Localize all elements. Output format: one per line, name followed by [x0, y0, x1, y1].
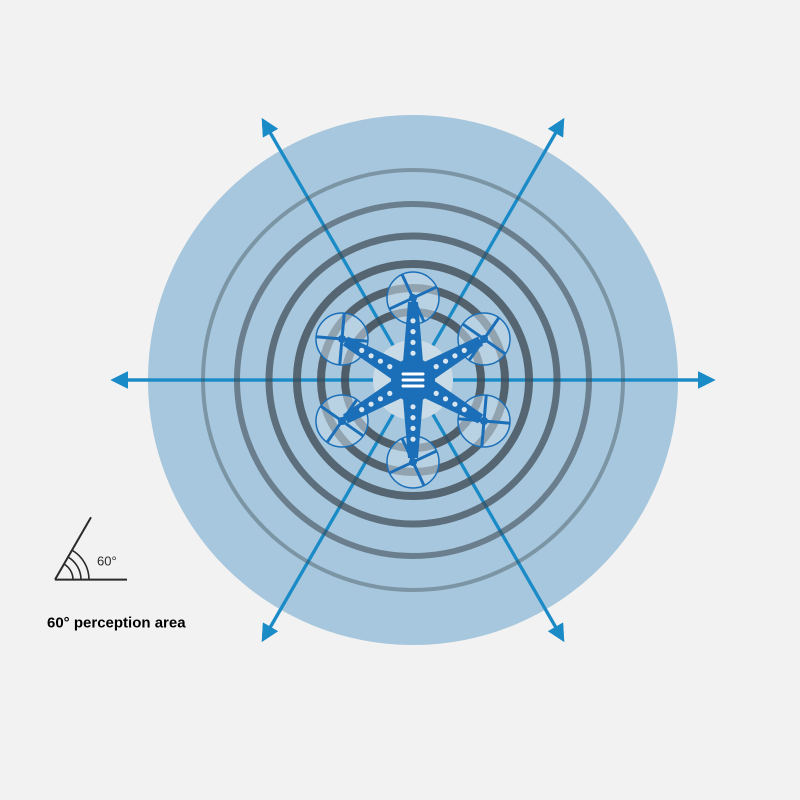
- rotor-hub: [338, 335, 346, 343]
- arm-hole: [462, 348, 467, 353]
- arm-hole: [378, 396, 383, 401]
- perception-diagram: 60° 60° perception area: [0, 0, 800, 800]
- arm-hole: [410, 351, 415, 356]
- rotor-hub: [480, 335, 488, 343]
- arm-hole: [410, 329, 415, 334]
- arm-hole: [410, 437, 415, 442]
- arm-hole: [452, 353, 457, 358]
- angle-value: 60°: [97, 554, 117, 569]
- arm-hole: [410, 340, 415, 345]
- rotor-hub: [338, 417, 346, 425]
- arm-hole: [452, 402, 457, 407]
- arm-hole: [359, 407, 364, 412]
- arm-hole: [410, 404, 415, 409]
- arm-hole: [410, 318, 415, 323]
- arm-hole: [462, 407, 467, 412]
- legend-label: 60° perception area: [47, 615, 186, 632]
- rotor-hub: [409, 458, 417, 466]
- rotor-hub: [409, 294, 417, 302]
- rotor-hub: [480, 417, 488, 425]
- arm-hole: [378, 359, 383, 364]
- arm-hole: [434, 364, 439, 369]
- arm-hole: [368, 402, 373, 407]
- arm-hole: [410, 415, 415, 420]
- arm-hole: [359, 348, 364, 353]
- arm-hole: [368, 353, 373, 358]
- arm-hole: [443, 359, 448, 364]
- arm-hole: [443, 396, 448, 401]
- arm-hole: [434, 391, 439, 396]
- arm-hole: [387, 391, 392, 396]
- arm-hole: [410, 426, 415, 431]
- arm-hole: [387, 364, 392, 369]
